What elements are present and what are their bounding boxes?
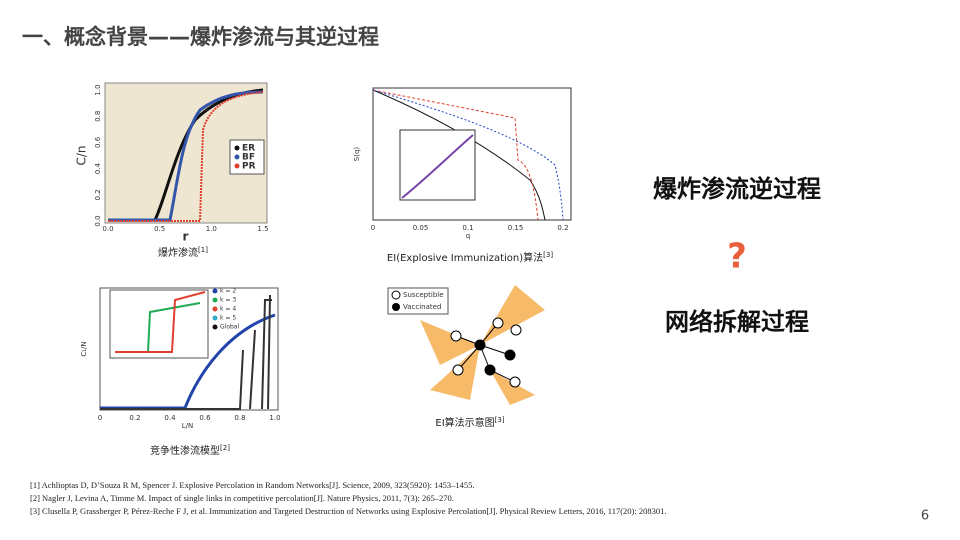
legend-label: ER <box>242 144 255 154</box>
axis-label: r <box>183 230 189 244</box>
reference: [1] Achlioptas D, D’Souza R M, Spencer J… <box>30 480 475 490</box>
reference-mark: [3] <box>543 251 553 259</box>
legend-marker <box>234 154 240 160</box>
curve <box>372 89 564 221</box>
cluster <box>480 285 545 345</box>
legend-marker <box>212 297 218 303</box>
axis-label: q <box>466 232 470 240</box>
legend-label: k = 4 <box>220 306 236 313</box>
inset <box>109 289 209 359</box>
reference: [2] Nagler J, Levina A, Timme M. Impact … <box>30 493 454 503</box>
y-tick-label: 0.6 <box>94 136 102 148</box>
x-tick-label: 1.0 <box>206 225 217 233</box>
reference-mark: [2] <box>220 444 230 452</box>
x-tick-label: 0.05 <box>413 224 429 232</box>
reference: [3] Clusella P, Grassberger P, Pérez-Rec… <box>30 506 666 516</box>
figure-caption: 竞争性渗流模型[2] <box>150 444 230 457</box>
x-tick-label: 0.5 <box>154 225 165 233</box>
y-tick-label: 0.4 <box>94 162 102 174</box>
x-tick-label: 0.0 <box>102 225 113 233</box>
cluster <box>420 320 480 365</box>
x-tick-label: 0 <box>371 224 375 232</box>
cluster <box>490 370 535 405</box>
legend-label: PR <box>242 162 256 172</box>
legend-marker <box>212 306 218 312</box>
curve <box>372 89 539 221</box>
legend-marker <box>234 163 240 169</box>
x-tick-label: 0.6 <box>199 414 211 422</box>
side-text: 爆炸渗流逆过程 <box>653 175 821 203</box>
legend-marker <box>212 288 218 294</box>
axis-label: S(q) <box>353 147 361 162</box>
reference-mark: [3] <box>495 416 505 424</box>
legend-label: Global <box>220 324 239 331</box>
axis-label: C₁/N <box>80 341 88 356</box>
curve <box>100 294 272 410</box>
legend-label: k = 5 <box>220 315 236 322</box>
curve <box>100 313 276 410</box>
x-tick-label: 0.1 <box>462 224 473 232</box>
legend-marker <box>234 145 240 151</box>
curve <box>401 134 474 199</box>
curve <box>372 89 546 221</box>
page-number: 6 <box>921 509 929 524</box>
x-tick-label: 0.2 <box>129 414 140 422</box>
figure-caption: 爆炸渗流[1] <box>158 246 208 259</box>
legend-marker <box>212 324 218 330</box>
question-mark: ? <box>727 237 747 277</box>
legend-marker <box>392 303 400 311</box>
network <box>450 317 522 388</box>
x-tick-label: 1.5 <box>257 225 268 233</box>
figure-caption: EI(Explosive Immunization)算法[3] <box>387 251 553 264</box>
legend-label: Susceptible <box>403 291 444 299</box>
x-tick-label: 0 <box>98 414 102 422</box>
y-tick-label: 0.2 <box>94 189 102 200</box>
axis-label: C/n <box>75 145 89 165</box>
y-tick-label: 0.0 <box>94 215 102 226</box>
legend-label: BF <box>242 153 255 163</box>
curve <box>115 291 206 353</box>
x-tick-label: 0.2 <box>557 224 568 232</box>
x-tick-label: 0.15 <box>508 224 524 232</box>
x-tick-label: 0.8 <box>234 414 245 422</box>
title: 一、概念背景——爆炸渗流与其逆过程 <box>22 25 379 49</box>
legend-label: Vaccinated <box>403 303 441 311</box>
legend-marker <box>391 290 401 300</box>
axis-label: L/N <box>182 422 194 430</box>
figure-caption: EI算法示意图[3] <box>435 416 504 429</box>
y-tick-label: 0.8 <box>94 111 102 122</box>
side-text: 网络拆解过程 <box>665 308 809 336</box>
curve <box>108 90 264 222</box>
legend-label: k = 2 <box>220 288 236 295</box>
reference-mark: [1] <box>198 246 208 254</box>
y-tick-label: 1.0 <box>94 84 102 95</box>
legend-label: k = 3 <box>220 297 236 304</box>
x-tick-label: 1.0 <box>269 414 280 422</box>
x-tick-label: 0.4 <box>164 414 176 422</box>
curve <box>108 91 264 222</box>
legend-marker <box>212 315 218 321</box>
